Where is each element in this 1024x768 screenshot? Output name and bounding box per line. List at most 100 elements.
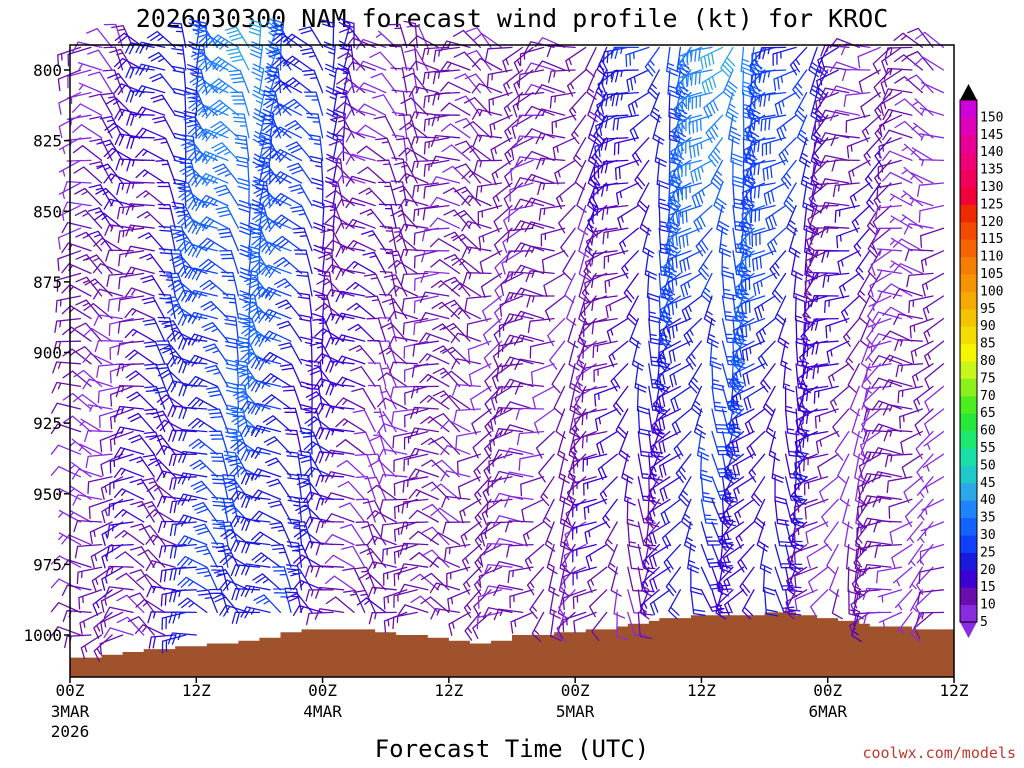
wind-barb	[261, 108, 275, 139]
wind-barb	[55, 295, 82, 313]
wind-barb	[249, 41, 264, 71]
wind-barb	[341, 545, 366, 568]
wind-barb	[564, 272, 576, 304]
wind-barb	[137, 232, 166, 252]
wind-barb	[894, 589, 913, 611]
wind-barb	[857, 498, 881, 520]
colorbar-bottom-arrow	[960, 622, 977, 638]
wind-barb	[721, 250, 734, 279]
wind-barb	[901, 166, 924, 184]
wind-barb	[423, 114, 450, 132]
wind-barb	[209, 99, 240, 116]
wind-barb	[261, 308, 292, 323]
wind-barb	[248, 228, 271, 252]
wind-barb	[484, 521, 513, 535]
wind-barb	[261, 195, 292, 209]
wind-barb	[219, 604, 250, 617]
wind-barb	[129, 478, 155, 501]
wind-barb	[105, 97, 134, 116]
credit-link[interactable]: coolwx.com/models	[862, 744, 1016, 762]
wind-barb	[238, 222, 252, 252]
wind-barb	[722, 69, 738, 100]
wind-barb	[202, 343, 229, 365]
wind-barb	[535, 430, 555, 459]
wind-barb	[95, 187, 124, 207]
wind-barb	[391, 134, 408, 162]
wind-barb	[614, 159, 639, 181]
wind-barb	[480, 272, 503, 299]
wind-barb	[373, 115, 397, 139]
wind-barb	[741, 182, 766, 205]
wind-barb	[335, 101, 366, 116]
colorbar-label: 70	[980, 389, 996, 404]
wind-barb	[493, 470, 524, 483]
wind-barb	[462, 566, 482, 595]
wind-barb	[85, 453, 113, 469]
wind-barb	[671, 408, 692, 436]
wind-barb	[483, 542, 513, 556]
wind-barb	[286, 541, 303, 568]
wind-barb	[883, 67, 913, 80]
wind-barb	[819, 109, 850, 122]
wind-barb	[882, 150, 913, 162]
wind-barb	[568, 91, 587, 121]
wind-barb	[903, 223, 934, 235]
wind-barb	[785, 589, 808, 614]
wind-barb	[502, 227, 524, 254]
wind-barb	[709, 340, 722, 370]
wind-barb	[50, 423, 82, 435]
wind-barb	[198, 194, 229, 209]
wind-barb	[748, 46, 766, 76]
wind-barb	[420, 270, 450, 283]
wind-barb	[894, 120, 924, 139]
wind-barb	[103, 627, 134, 639]
wind-barb	[207, 408, 229, 433]
wind-barb	[610, 363, 629, 392]
wind-barb	[749, 137, 776, 154]
wind-barb	[288, 184, 313, 207]
wind-barb	[117, 340, 145, 356]
wind-barb	[287, 495, 303, 523]
wind-barb	[490, 137, 513, 162]
wind-barb	[168, 249, 187, 275]
wind-barb	[466, 317, 492, 337]
wind-barb	[326, 108, 339, 139]
wind-barb	[157, 520, 187, 533]
surface-area	[70, 612, 954, 677]
wind-barb	[429, 238, 461, 252]
wind-barb	[853, 227, 871, 257]
colorbar-label: 120	[980, 215, 1003, 230]
wind-barb	[335, 222, 366, 235]
wind-barb	[115, 572, 145, 591]
wind-barb	[877, 589, 903, 603]
wind-barb	[484, 408, 503, 437]
wind-barb	[135, 148, 166, 162]
wind-barb	[612, 385, 629, 416]
wind-barb	[301, 431, 324, 455]
wind-barb	[177, 264, 208, 279]
wind-barb	[763, 182, 787, 206]
wind-barb	[892, 288, 924, 299]
wind-barb	[668, 114, 682, 144]
wind-barb	[461, 170, 492, 184]
wind-barb	[567, 317, 579, 349]
wind-barb	[821, 250, 850, 263]
wind-barb	[668, 204, 692, 228]
wind-barb	[648, 317, 663, 346]
wind-barb	[777, 317, 790, 349]
wind-barb	[278, 342, 303, 365]
wind-barb	[724, 589, 745, 616]
colorbar-segment	[960, 134, 977, 153]
wind-barb	[494, 407, 524, 420]
wind-barb	[599, 476, 618, 505]
wind-barb	[409, 427, 439, 440]
wind-barb	[829, 385, 850, 414]
wind-barb	[135, 85, 166, 98]
wind-barb	[858, 453, 881, 478]
wind-barb	[241, 563, 271, 576]
wind-barb	[796, 114, 809, 146]
wind-barb	[608, 340, 629, 368]
wind-barb	[663, 543, 682, 573]
wind-barb	[118, 250, 145, 267]
wind-barb	[464, 295, 492, 311]
